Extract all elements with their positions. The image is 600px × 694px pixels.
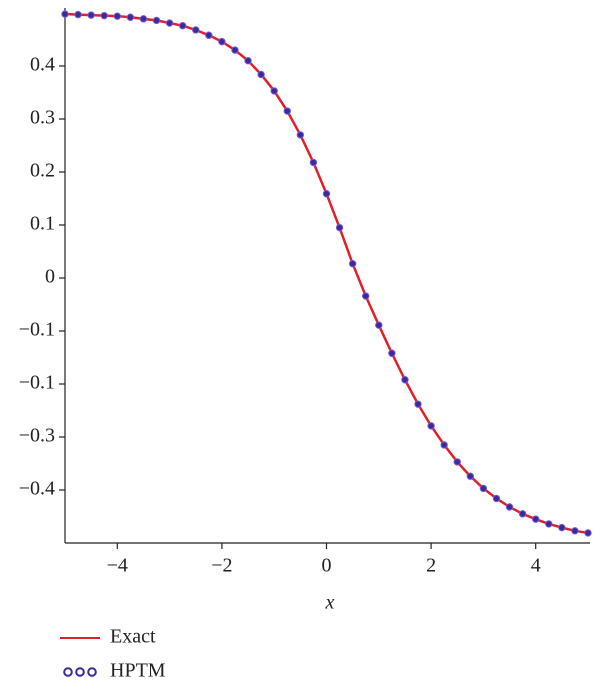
data-point: [388, 349, 396, 357]
data-point: [545, 520, 553, 528]
data-point: [335, 223, 344, 232]
data-point: [165, 19, 174, 27]
data-point: [218, 37, 226, 46]
y-tick-label: 0.1: [30, 213, 55, 235]
y-tick-label: −0.1: [19, 372, 55, 394]
data-point: [571, 527, 579, 535]
legend-label: HPTM: [110, 660, 166, 682]
data-point: [100, 11, 108, 20]
y-tick-label: 0.2: [30, 160, 55, 182]
data-point: [505, 503, 514, 511]
y-tick-label: −0.1: [19, 319, 55, 341]
data-point: [453, 458, 461, 466]
data-point: [375, 321, 383, 329]
legend-marker: [63, 667, 73, 677]
x-tick-label: −2: [211, 555, 232, 577]
x-tick-label: 4: [531, 555, 541, 577]
legend-marker: [75, 667, 85, 677]
data-point: [74, 10, 82, 19]
data-point: [126, 13, 135, 21]
data-point: [309, 158, 318, 167]
data-point: [348, 259, 357, 268]
data-point: [466, 472, 475, 480]
data-point: [427, 422, 435, 430]
data-point: [296, 131, 305, 139]
x-axis-label: x: [325, 592, 335, 614]
data-point: [257, 70, 265, 79]
data-point: [479, 484, 488, 493]
data-point: [61, 10, 69, 18]
data-point: [113, 12, 122, 20]
data-point: [283, 107, 291, 115]
x-tick-label: 2: [426, 555, 436, 577]
data-line: [64, 12, 589, 535]
data-point: [139, 15, 148, 23]
y-tick-label: 0: [45, 266, 55, 288]
data-point: [414, 400, 422, 408]
data-point: [231, 46, 239, 54]
data-point: [584, 529, 592, 537]
data-point: [322, 190, 331, 198]
data-point: [244, 57, 252, 65]
data-point: [440, 441, 448, 449]
legend-marker: [87, 667, 97, 677]
data-point: [492, 494, 501, 503]
data-point: [192, 26, 200, 34]
legend-label: Exact: [110, 626, 156, 648]
data-point: [558, 523, 566, 532]
data-point: [532, 515, 540, 523]
y-tick-label: −0.4: [19, 478, 55, 500]
data-point: [362, 292, 370, 300]
data-point: [152, 16, 161, 25]
data-point: [205, 31, 213, 39]
data-point: [87, 11, 95, 19]
x-tick-label: 0: [322, 555, 332, 577]
y-tick-label: 0.3: [30, 107, 55, 129]
x-tick-label: −4: [107, 555, 128, 577]
data-point: [518, 510, 527, 518]
y-tick-label: −0.3: [19, 425, 55, 447]
data-point: [401, 376, 409, 384]
y-tick-label: 0.4: [30, 54, 55, 76]
data-point: [270, 87, 278, 95]
data-point: [178, 22, 187, 30]
